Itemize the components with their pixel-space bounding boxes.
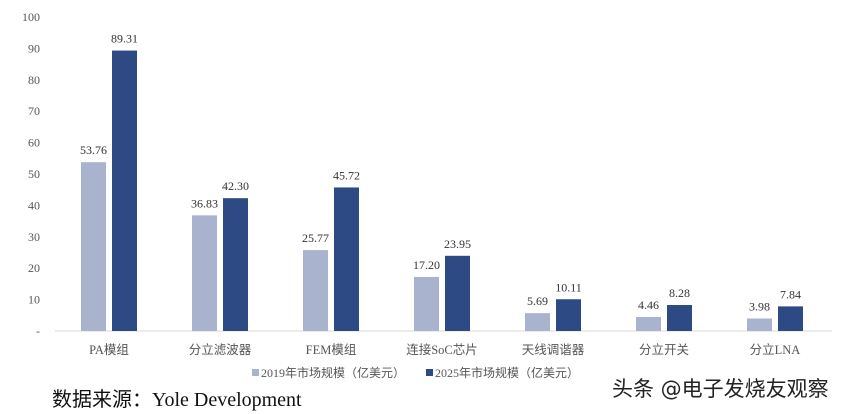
y-tick-label: 40 xyxy=(28,198,40,212)
y-tick-label: 80 xyxy=(28,73,40,87)
y-tick-label: 20 xyxy=(28,261,40,275)
x-tick-label: 分立LNA xyxy=(750,342,801,357)
data-label: 5.69 xyxy=(527,294,548,308)
bar-2025 xyxy=(667,305,692,331)
bar-2025 xyxy=(334,187,359,331)
bar-2019 xyxy=(414,276,439,331)
data-label: 7.84 xyxy=(780,287,801,301)
bar-2025 xyxy=(223,198,248,331)
bar-2025 xyxy=(778,306,803,331)
data-label: 10.11 xyxy=(555,280,582,294)
y-tick-label: 60 xyxy=(28,136,40,150)
data-label: 3.98 xyxy=(749,300,770,314)
legend-label: 2019年市场规模（亿美元） xyxy=(261,365,405,380)
y-tick-label: 70 xyxy=(28,104,40,118)
data-label: 8.28 xyxy=(669,286,690,300)
bar-2019 xyxy=(525,313,550,331)
data-label: 89.31 xyxy=(111,32,138,46)
bar-2025 xyxy=(556,299,581,331)
legend-label: 2025年市场规模（亿美元） xyxy=(435,365,579,380)
y-tick-label: 100 xyxy=(22,10,40,24)
data-label: 36.83 xyxy=(191,196,218,210)
watermark: 头条 @电子发烧友观察 xyxy=(612,377,829,401)
data-label: 53.76 xyxy=(80,143,107,157)
y-tick-label: 30 xyxy=(28,230,40,244)
legend-swatch xyxy=(252,369,259,376)
bar-2019 xyxy=(303,250,328,331)
source-note: 数据来源：Yole Development xyxy=(52,389,302,411)
legend-swatch xyxy=(426,369,433,376)
y-tick-label: 10 xyxy=(28,293,40,307)
x-tick-label: PA模组 xyxy=(89,343,129,357)
bar-2019 xyxy=(636,316,661,331)
x-tick-label: FEM模组 xyxy=(306,343,357,357)
data-label: 23.95 xyxy=(444,237,471,251)
x-tick-label: 分立开关 xyxy=(639,342,689,357)
y-tick-label: 50 xyxy=(28,167,40,181)
x-tick-label: 连接SoC芯片 xyxy=(406,342,478,357)
bar-2025 xyxy=(112,50,137,332)
y-tick-label: 90 xyxy=(28,41,40,55)
x-tick-label: 天线调谐器 xyxy=(522,343,585,357)
data-label: 4.46 xyxy=(638,298,659,312)
x-tick-label: 分立滤波器 xyxy=(189,342,252,357)
y-tick-label: - xyxy=(36,324,40,338)
bar-2025 xyxy=(445,255,470,331)
data-label: 42.30 xyxy=(222,179,249,193)
bar-2019 xyxy=(747,318,772,331)
data-label: 17.20 xyxy=(413,258,440,272)
bar-2019 xyxy=(81,162,106,331)
data-label: 45.72 xyxy=(333,168,360,182)
data-label: 25.77 xyxy=(302,231,329,245)
bar-2019 xyxy=(192,215,217,331)
